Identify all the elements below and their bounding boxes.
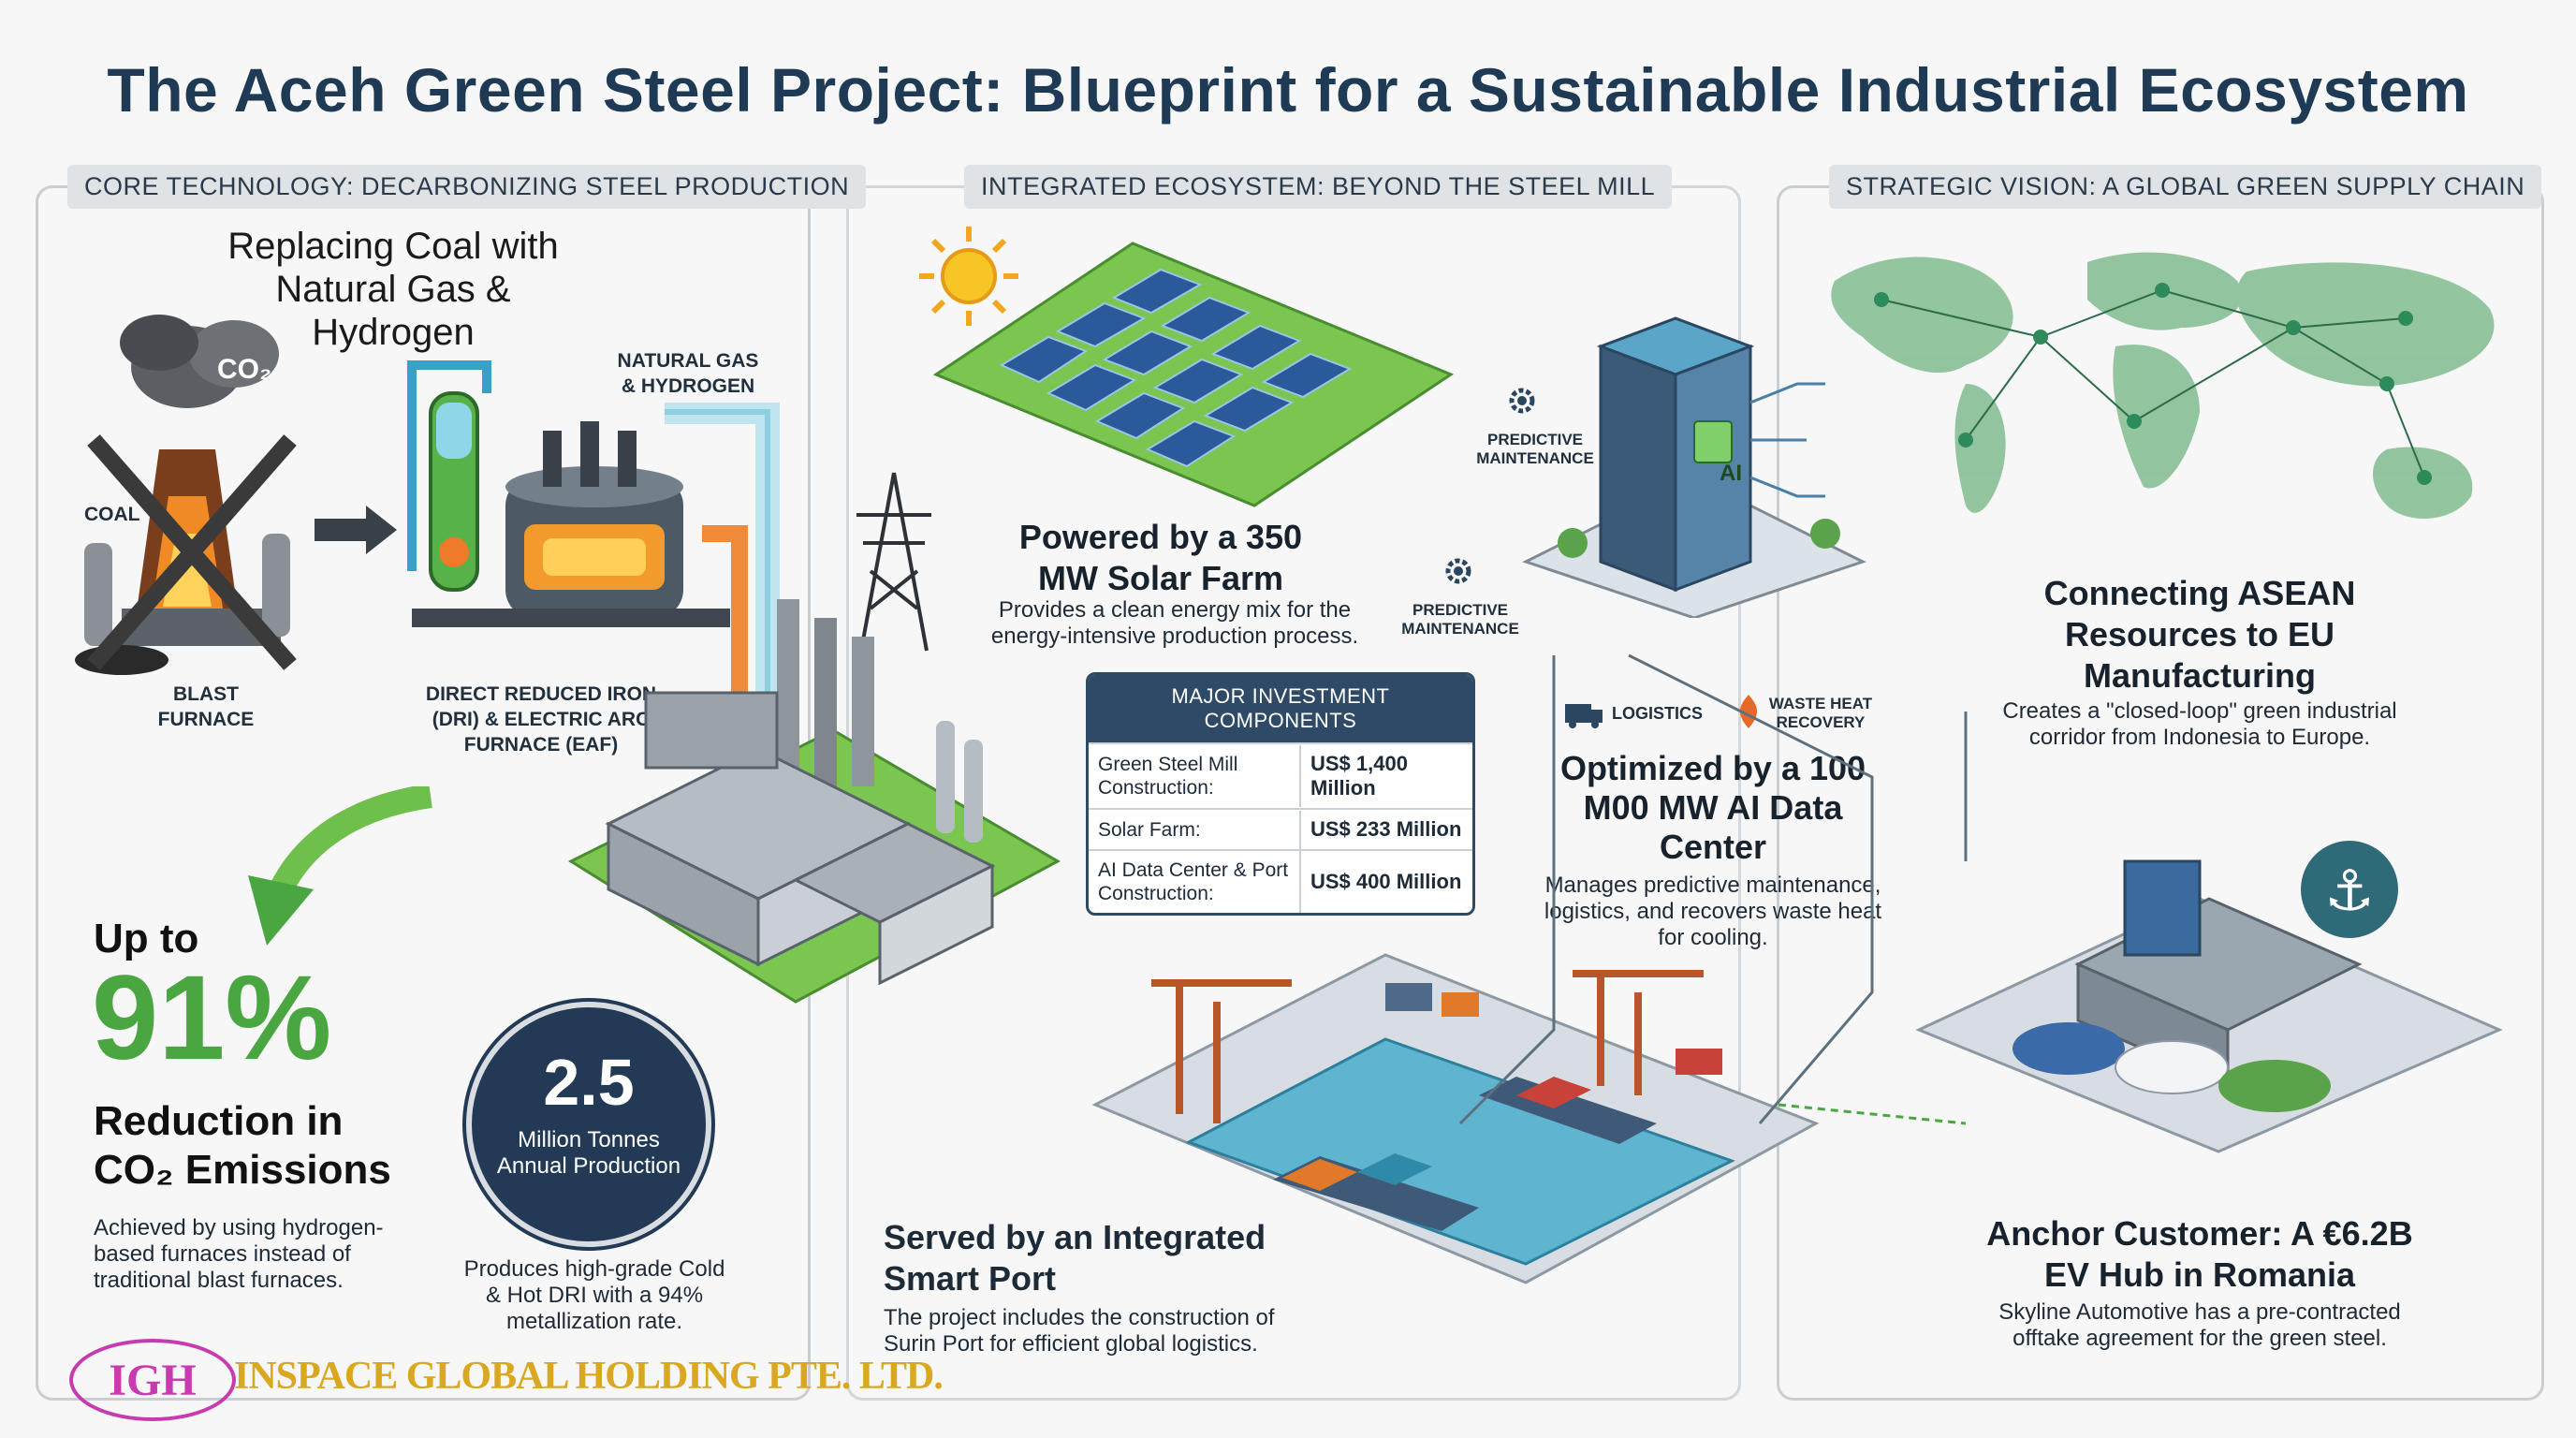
investment-row: Solar Farm: US$ 233 Million — [1089, 808, 1472, 849]
connect-desc: Creates a "closed-loop" green industrial… — [2002, 698, 2397, 750]
production-badge: 2.5 Million Tonnes Annual Production — [466, 1002, 711, 1247]
produces-desc: Produces high-grade Cold & Hot DRI with … — [463, 1256, 725, 1334]
core-panel-tag: CORE TECHNOLOGY: DECARBONIZING STEEL PRO… — [67, 165, 867, 209]
world-map-illustration — [1831, 252, 2495, 519]
dri-eaf-illustration — [407, 360, 730, 627]
up-to-label: Up to — [94, 916, 199, 961]
sun-icon — [919, 227, 1018, 326]
port-desc: The project includes the construction of… — [884, 1305, 1275, 1357]
ecosystem-panel-tag: INTEGRATED ECOSYSTEM: BEYOND THE STEEL M… — [964, 165, 1673, 209]
investment-row: Green Steel Mill Construction: US$ 1,400… — [1089, 742, 1472, 808]
investment-table-title: MAJOR INVESTMENT COMPONENTS — [1089, 675, 1472, 742]
investment-name: AI Data Center & Port Construction: — [1089, 851, 1301, 913]
anchor-desc: Skyline Automotive has a pre-contracted … — [1998, 1299, 2401, 1351]
gear-icon — [1509, 388, 1535, 414]
predictive-label-2: PREDICTIVE MAINTENANCE — [1401, 601, 1519, 638]
solar-title: Powered by a 350 MW Solar Farm — [1018, 518, 1303, 597]
production-value: 2.5 — [543, 1046, 635, 1119]
gear-icon — [1445, 558, 1471, 584]
dri-eaf-label: DIRECT REDUCED IRON (DRI) & ELECTRIC ARC… — [425, 683, 657, 756]
solar-farm-illustration — [932, 242, 1455, 507]
investment-row: AI Data Center & Port Construction: US$ … — [1089, 849, 1472, 913]
investment-value: US$ 233 Million — [1310, 817, 1462, 841]
connector-lines — [1458, 653, 1968, 1125]
achieved-desc: Achieved by using hydrogen-based furnace… — [94, 1215, 384, 1293]
solar-desc: Provides a clean energy mix for the ener… — [990, 597, 1359, 649]
ev-hub-illustration: ⚓ — [1915, 841, 2503, 1153]
vision-panel-tag: STRATEGIC VISION: A GLOBAL GREEN SUPPLY … — [1829, 165, 2542, 209]
data-center-title: Optimized by a 100 M00 MW AI Data Center — [1559, 749, 1866, 866]
arrow-to-dri-icon — [315, 506, 397, 554]
core-heading: Replacing Coal with Natural Gas & Hydrog… — [227, 226, 559, 353]
logo-mark: IGH — [109, 1355, 197, 1405]
blast-furnace-illustration — [75, 315, 297, 675]
anchor-title: Anchor Customer: A €6.2B EV Hub in Roman… — [1986, 1214, 2413, 1294]
waste-heat-label: WASTE HEAT RECOVERY — [1768, 695, 1873, 731]
port-title: Served by an Integrated Smart Port — [884, 1218, 1266, 1298]
ai-chip-label: AI — [1720, 461, 1742, 486]
investment-name: Solar Farm: — [1089, 810, 1301, 849]
investment-table: MAJOR INVESTMENT COMPONENTS Green Steel … — [1086, 672, 1475, 916]
steel-mill-illustration — [567, 599, 1061, 1004]
connect-title: Connecting ASEAN Resources to EU Manufac… — [2043, 574, 2356, 695]
svg-text:⚓: ⚓ — [2324, 858, 2375, 924]
coal-label: COAL — [84, 504, 140, 525]
smart-port-illustration — [1091, 953, 1820, 1284]
logistics-label: LOGISTICS — [1612, 704, 1704, 723]
co2-label: CO₂ — [217, 354, 272, 385]
page-title: The Aceh Green Steel Project: Blueprint … — [107, 55, 2469, 125]
data-center-desc: Manages predictive maintenance, logistic… — [1544, 873, 1882, 950]
reduction-percent: 91% — [92, 951, 332, 1085]
predictive-label-1: PREDICTIVE MAINTENANCE — [1476, 431, 1594, 467]
investment-value: US$ 400 Million — [1310, 870, 1462, 893]
production-label: Million Tonnes Annual Production — [496, 1127, 681, 1179]
investment-value: US$ 1,400 Million — [1310, 752, 1408, 800]
company-logo: IGH — [69, 1339, 236, 1421]
investment-name: Green Steel Mill Construction: — [1089, 745, 1301, 807]
waste-heat-icon — [1739, 695, 1758, 728]
blast-furnace-label: BLAST FURNACE — [157, 683, 255, 730]
reduction-label: Reduction in CO₂ Emissions — [94, 1098, 391, 1193]
truck-icon — [1565, 704, 1603, 728]
natural-gas-label: NATURAL GAS & HYDROGEN — [617, 350, 759, 397]
green-arrow-icon — [248, 786, 432, 946]
ai-data-center-illustration — [1522, 316, 1866, 618]
power-pylon-icon — [856, 472, 931, 652]
company-name: INSPACE GLOBAL HOLDING PTE. LTD. — [234, 1355, 944, 1398]
gas-pipes — [665, 403, 780, 702]
